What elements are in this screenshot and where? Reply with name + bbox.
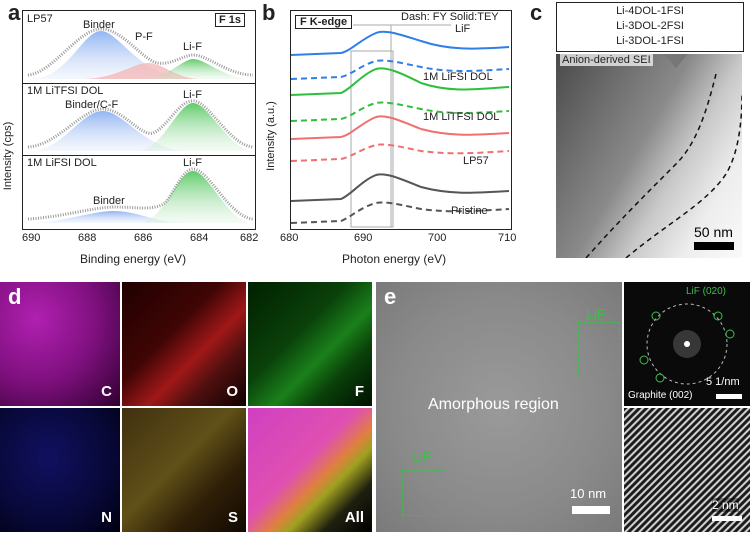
e-fft-lif-label: LiF (020) (686, 286, 727, 297)
b-label-lifsi: 1M LiFSI DOL (423, 71, 493, 83)
b-legend: Dash: FY Solid:TEY (401, 11, 499, 23)
d-map-f-label: F (354, 383, 364, 400)
e-lattice-scale-bar (712, 516, 742, 521)
b-label-litfsi: 1M LiTFSI DOL (423, 111, 500, 123)
b-trace-pristine-dash (291, 201, 510, 224)
panel-b-ylabel: Intensity (a.u.) (264, 101, 277, 171)
a-tick-682: 682 (240, 232, 259, 244)
b-highlight-box (350, 50, 394, 228)
d-map-all-label: All (344, 509, 364, 526)
a1-tag: F 1s (215, 13, 246, 27)
panel-b-spectra (291, 24, 510, 228)
panel-d-letter: d (8, 284, 22, 309)
e-amorphous-label: Amorphous region (428, 396, 559, 413)
a2-title: 1M LiTFSI DOL (27, 85, 104, 97)
b-label-lp57: LP57 (463, 155, 489, 167)
d-map-all: All (248, 408, 372, 532)
e-lif-bottom-label: LiF (412, 448, 432, 464)
e-fft-image: LiF (020) 5 1/nm Graphite (002) (624, 282, 750, 406)
c-arrow-icon (664, 54, 688, 68)
a1-binder-label: Binder (83, 19, 115, 31)
a3-fit (27, 167, 254, 221)
b-trace-lifsi-dash (291, 59, 510, 80)
panel-c-letter: c (530, 0, 543, 25)
a1-title: LP57 (27, 13, 53, 25)
a1-lif-peak (143, 59, 248, 79)
e-scale-bar (572, 506, 610, 514)
e-lattice-scale-text: 2 nm (712, 498, 739, 512)
e-lif-top-label: LiF (586, 306, 606, 322)
b-title: F K-edge (295, 15, 353, 29)
panel-b-xlabel: Photon energy (eV) (342, 252, 447, 266)
b-trace-lp57-dash (291, 143, 510, 162)
panel-a-xlabel: Binding energy (eV) (80, 252, 187, 266)
b-trace-litfsi-dash (291, 101, 510, 122)
c-line-3: Li-3DOL-1FSI (616, 35, 684, 47)
b-tick-690: 690 (354, 232, 373, 244)
b-tick-700: 700 (428, 232, 447, 244)
a2-binder-label: Binder/C-F (65, 99, 119, 111)
e-lattice-image: 2 nm (624, 408, 750, 532)
d-map-s-label: S (227, 509, 238, 526)
e-lif-box-bottom (402, 470, 444, 516)
c-solvation-box: Li-4DOL-1FSI Li-3DOL-2FSI Li-3DOL-1FSI (556, 2, 744, 52)
b-trace-pristine-solid (291, 173, 510, 202)
a-tick-686: 686 (134, 232, 153, 244)
a1-lif-label: Li-F (183, 41, 202, 53)
d-map-o-label: O (226, 383, 238, 400)
a-tick-684: 684 (190, 232, 209, 244)
b-label-pristine: Pristine (451, 205, 488, 217)
a3-binder-peak (33, 211, 183, 223)
b-trace-lifsi-solid (291, 30, 510, 56)
a3-title: 1M LiFSI DOL (27, 157, 97, 169)
panel-b-plot: F K-edge Dash: FY Solid:TEY LiF 1M LiFSI… (290, 10, 512, 230)
d-map-s: S (122, 408, 246, 532)
panel-a-spectra (27, 27, 254, 223)
a2-binder-peak (33, 111, 183, 151)
a3-lif-label: Li-F (183, 157, 202, 169)
b-tick-680: 680 (280, 232, 299, 244)
e-fft-scale-text: 5 1/nm (706, 376, 740, 388)
d-map-c: C (0, 282, 120, 406)
panel-a-divider-1 (23, 83, 255, 84)
e-lif-box-top (578, 322, 620, 376)
a-tick-690: 690 (22, 232, 41, 244)
panel-a-ylabel: Intensity (cps) (2, 121, 15, 191)
e-fft-rings (639, 303, 735, 385)
panel-a-plot: LP57 F 1s Binder P-F Li-F 1M LiTFSI DOL … (22, 10, 256, 230)
c-tem-image: Anion-derived SEI 50 nm (556, 54, 742, 258)
d-map-c-label: C (101, 383, 112, 400)
b-lif-label: LiF (455, 23, 471, 35)
e-fft-scale-bar (716, 394, 742, 399)
a2-lif-peak (138, 103, 251, 151)
c-sei-outline (585, 73, 742, 258)
d-map-n-label: N (101, 509, 112, 526)
a3-lif-peak (141, 171, 251, 223)
c-line-2: Li-3DOL-2FSI (616, 20, 684, 32)
panel-a-divider-2 (23, 155, 255, 156)
c-scale-bar (694, 242, 734, 250)
d-map-n: N (0, 408, 120, 532)
d-map-f: F (248, 282, 372, 406)
b-trace-litfsi-solid (291, 67, 510, 96)
panel-a-letter: a (8, 0, 21, 25)
a1-fit (27, 27, 254, 77)
panel-e-letter: e (384, 284, 397, 309)
c-sei-label: Anion-derived SEI (560, 54, 653, 66)
e-graphite-label: Graphite (002) (628, 390, 693, 401)
panel-b-letter: b (262, 0, 276, 25)
c-line-1: Li-4DOL-1FSI (616, 5, 684, 17)
a-tick-688: 688 (78, 232, 97, 244)
b-trace-lp57-solid (291, 115, 510, 140)
d-map-o: O (122, 282, 246, 406)
a3-binder-label: Binder (93, 195, 125, 207)
b-tick-710: 710 (498, 232, 517, 244)
e-hrtem-image: e LiF LiF Amorphous region 10 nm (376, 282, 622, 532)
a2-lif-label: Li-F (183, 89, 202, 101)
e-scale-text: 10 nm (570, 486, 607, 501)
c-scale-text: 50 nm (694, 224, 733, 240)
a1-pf-label: P-F (135, 31, 153, 43)
